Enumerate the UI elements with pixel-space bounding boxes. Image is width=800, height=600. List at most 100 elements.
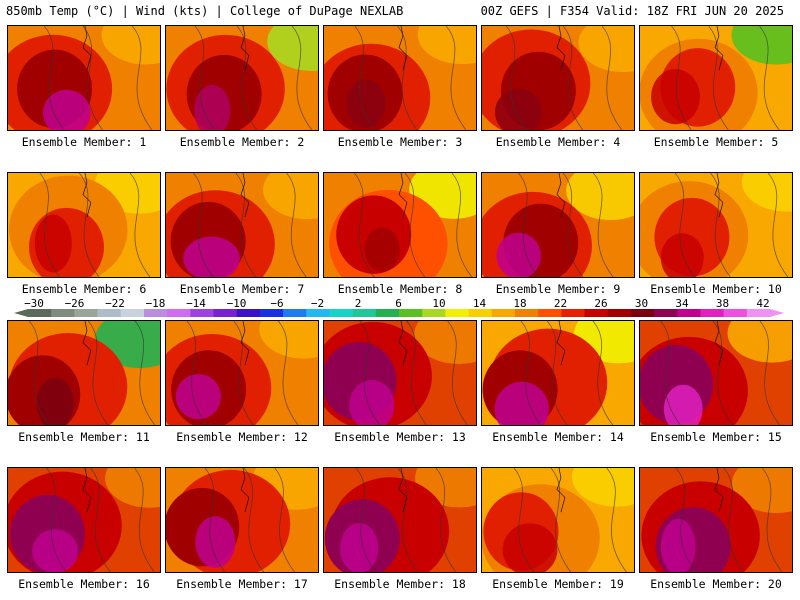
coastline bbox=[240, 321, 250, 366]
contour-line bbox=[513, 468, 535, 572]
contour-line bbox=[562, 26, 584, 130]
colorbar-swatch bbox=[399, 309, 423, 317]
colorbar-swatch bbox=[306, 309, 330, 317]
contour-line bbox=[520, 321, 542, 425]
contour-line bbox=[675, 468, 697, 572]
contour-line bbox=[186, 321, 207, 425]
colorbar-swatch bbox=[422, 309, 446, 317]
temperature-map bbox=[166, 321, 318, 425]
coastline bbox=[82, 321, 92, 366]
colorbar-tick-label: 22 bbox=[553, 297, 568, 310]
coastline bbox=[82, 468, 92, 513]
temperature-map bbox=[640, 468, 792, 572]
colorbar-tick-label: −6 bbox=[270, 297, 284, 310]
colorbar-tick-label: −10 bbox=[226, 297, 247, 310]
colorbar-swatch bbox=[654, 309, 678, 317]
colorbar-swatch bbox=[283, 309, 307, 317]
colorbar-tick-label: −22 bbox=[105, 297, 125, 310]
ensemble-panel bbox=[7, 172, 161, 278]
colorbar-swatch bbox=[143, 309, 168, 317]
contour-line bbox=[505, 26, 527, 130]
temperature-field bbox=[175, 374, 221, 420]
colorbar-swatch bbox=[329, 309, 354, 317]
colorbar-swatch bbox=[51, 309, 75, 317]
colorbar-swatch bbox=[700, 309, 725, 317]
contour-line bbox=[236, 26, 258, 130]
colorbar-swatch bbox=[74, 309, 99, 317]
contour-line bbox=[761, 468, 783, 572]
coastline bbox=[714, 26, 724, 71]
temperature-field bbox=[43, 89, 91, 130]
contour-line bbox=[550, 468, 572, 572]
panel-label: Ensemble Member: 12 bbox=[176, 430, 308, 444]
temperature-field bbox=[194, 85, 231, 130]
contour-line bbox=[277, 321, 299, 425]
temperature-field bbox=[727, 321, 792, 363]
ensemble-panel bbox=[7, 467, 161, 573]
colorbar-swatch bbox=[607, 309, 632, 317]
contour-line bbox=[674, 173, 696, 277]
map-title: 850mb Temp (°C) | Wind (kts) | College o… bbox=[6, 4, 404, 18]
contour-line bbox=[759, 26, 780, 130]
panel-label: Ensemble Member: 14 bbox=[492, 430, 624, 444]
contour-line bbox=[243, 468, 265, 572]
ensemble-panel bbox=[323, 467, 477, 573]
colorbar-swatch bbox=[259, 309, 284, 317]
ensemble-panel bbox=[165, 172, 319, 278]
contour-line bbox=[606, 468, 627, 572]
coastline bbox=[240, 173, 250, 218]
temperature-map bbox=[482, 468, 634, 572]
ensemble-panel bbox=[481, 467, 635, 573]
colorbar-tick-label: 30 bbox=[634, 297, 649, 310]
panel-label: Ensemble Member: 11 bbox=[18, 430, 150, 444]
contour-line bbox=[90, 468, 111, 572]
temperature-map bbox=[8, 26, 160, 130]
contour-line bbox=[359, 321, 380, 425]
contour-line bbox=[291, 26, 313, 130]
temperature-map bbox=[640, 173, 792, 277]
temperature-field bbox=[417, 26, 476, 65]
coastline bbox=[556, 468, 566, 513]
contour-line bbox=[354, 26, 375, 130]
temperature-map bbox=[324, 26, 476, 130]
contour-line bbox=[546, 321, 568, 425]
temperature-field bbox=[340, 522, 379, 572]
contour-line bbox=[435, 468, 457, 572]
coastline bbox=[714, 321, 724, 366]
colorbar-swatch bbox=[352, 309, 377, 317]
contour-line bbox=[204, 468, 226, 572]
panel-label: Ensemble Member: 9 bbox=[495, 282, 621, 296]
contour-line bbox=[43, 26, 65, 130]
panel-label: Ensemble Member: 13 bbox=[334, 430, 466, 444]
temperature-field bbox=[494, 381, 549, 425]
panel-label: Ensemble Member: 4 bbox=[495, 135, 621, 149]
colorbar-swatch bbox=[190, 309, 214, 317]
temperature-field bbox=[502, 523, 558, 572]
ensemble-panel bbox=[481, 25, 635, 131]
contour-line bbox=[194, 26, 216, 130]
colorbar-swatch bbox=[677, 309, 701, 317]
colorbar-swatch bbox=[167, 309, 191, 317]
temperature-field bbox=[267, 26, 318, 71]
temperature-field bbox=[195, 516, 236, 568]
temperature-map bbox=[640, 26, 792, 130]
contour-line bbox=[131, 26, 153, 130]
contour-line bbox=[404, 173, 426, 277]
temperature-field bbox=[660, 518, 696, 572]
temperature-field bbox=[101, 26, 160, 65]
colorbar-swatch bbox=[120, 309, 145, 317]
contour-line bbox=[562, 173, 584, 277]
contour-line bbox=[274, 468, 295, 572]
contour-line bbox=[28, 321, 50, 425]
coastline bbox=[240, 468, 250, 513]
contour-line bbox=[708, 26, 729, 130]
panel-label: Ensemble Member: 5 bbox=[653, 135, 779, 149]
colorbar-swatch bbox=[213, 309, 238, 317]
temperature-field bbox=[32, 529, 78, 572]
contour-line bbox=[660, 321, 681, 425]
temperature-field bbox=[731, 26, 792, 65]
colorbar-swatch bbox=[28, 309, 52, 317]
colorbar-swatch bbox=[375, 309, 400, 317]
contour-line bbox=[39, 173, 60, 277]
colorbar-tick-label: 10 bbox=[432, 297, 446, 310]
